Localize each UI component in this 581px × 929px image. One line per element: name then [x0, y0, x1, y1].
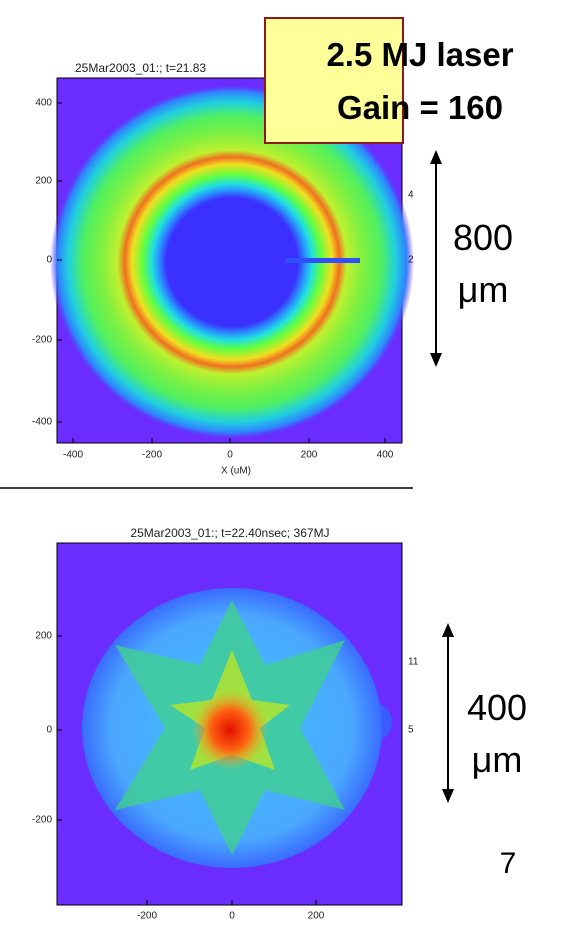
x-tick-label: -200 [142, 450, 162, 461]
x-tick-label: 400 [377, 450, 394, 461]
scale-value: 800 [453, 217, 513, 258]
ticks [57, 102, 386, 443]
panel-title: 25Mar2003_01:; t=21.83 [75, 61, 206, 75]
callout-box [264, 17, 404, 144]
right-tick-label: 11 [408, 657, 419, 668]
core [192, 690, 268, 770]
x-tick-label: 0 [229, 911, 235, 922]
y-tick-label: -200 [32, 815, 52, 826]
y-tick-label: -200 [32, 335, 52, 346]
ring-image [50, 84, 414, 440]
y-tick-label: -400 [32, 417, 52, 428]
page-number: 7 [500, 847, 517, 880]
x-tick-label: 200 [308, 911, 325, 922]
right-tick-label: 5 [408, 725, 414, 736]
panel-title: 25Mar2003_01:; t=22.40nsec; 367MJ [130, 526, 329, 540]
scale-value: 400 [467, 687, 527, 728]
y-tick-label: 0 [46, 725, 52, 736]
y-tick-label: 0 [46, 255, 52, 266]
x-tick-label: -200 [137, 911, 157, 922]
x-tick-label: -400 [63, 450, 83, 461]
callout-line: 2.5 MJ laser [326, 36, 513, 73]
scale-arrows [430, 150, 454, 803]
scale-unit: μm [472, 739, 523, 780]
stripe [285, 258, 360, 263]
ticks [57, 635, 317, 905]
y-tick-label: 200 [35, 176, 52, 187]
scale-unit: μm [458, 269, 509, 310]
callout-line: Gain = 160 [337, 89, 503, 126]
x-axis-label: X (uM) [221, 466, 251, 477]
right-tick-label: 2 [408, 255, 414, 266]
y-tick-label: 400 [35, 98, 52, 109]
x-tick-label: 200 [301, 450, 318, 461]
right-tick-label: 4 [408, 190, 414, 201]
bottom-plot: 25Mar2003_01:; t=22.40nsec; 367MJ 200 0 … [32, 526, 419, 922]
x-tick-label: 0 [227, 450, 233, 461]
callout: 2.5 MJ laser Gain = 160 [264, 17, 514, 144]
y-tick-label: 200 [35, 631, 52, 642]
